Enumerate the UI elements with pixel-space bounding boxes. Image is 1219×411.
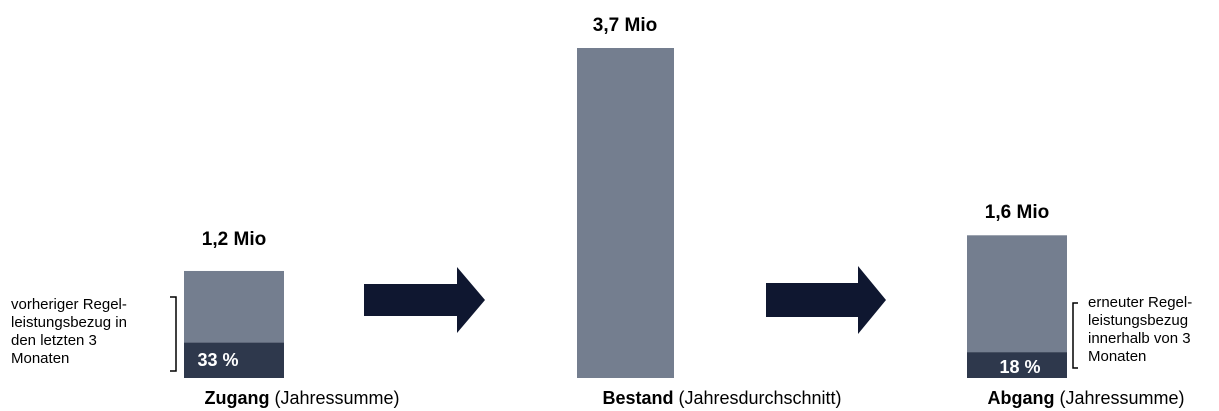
- arrow-right-icon: [364, 267, 485, 333]
- value-label-zugang: 1,2 Mio: [202, 229, 266, 250]
- category-label-abgang: Abgang (Jahressumme): [987, 388, 1184, 408]
- bar-zugang-segment: [184, 342, 284, 378]
- annotation-line: leistungsbezug: [1088, 312, 1189, 329]
- bar-abgang-segment: [967, 352, 1067, 378]
- bracket-left: [170, 296, 177, 372]
- annotation-right: erneuter Regel- leistungsbezug innerhalb…: [1088, 294, 1216, 366]
- category-suffix: (Jahressumme): [1054, 388, 1184, 408]
- annotation-line: innerhalb von 3: [1088, 330, 1191, 347]
- category-name: Bestand: [602, 388, 673, 408]
- annotation-line: Monaten: [1088, 348, 1147, 365]
- annotation-line: erneuter Regel-: [1088, 294, 1193, 311]
- bar-bestand: [577, 48, 674, 378]
- category-label-zugang: Zugang (Jahressumme): [204, 388, 399, 408]
- category-suffix: (Jahresdurchschnitt): [673, 388, 841, 408]
- category-name: Abgang: [987, 388, 1054, 408]
- annotation-line: vorheriger Regel-: [11, 296, 127, 313]
- annotation-line: Monaten: [11, 350, 70, 367]
- segment-label-zugang: 33 %: [197, 350, 238, 370]
- category-name: Zugang: [204, 388, 269, 408]
- bracket-right: [1072, 302, 1078, 369]
- category-suffix: (Jahressumme): [269, 388, 399, 408]
- segment-label-abgang: 18 %: [999, 357, 1040, 377]
- category-label-bestand: Bestand (Jahresdurchschnitt): [602, 388, 841, 408]
- annotation-line: den letzten 3: [11, 332, 97, 349]
- annotation-line: leistungsbezug in: [11, 314, 127, 331]
- value-label-bestand: 3,7 Mio: [593, 15, 657, 36]
- arrow-right-icon: [766, 266, 886, 334]
- value-label-abgang: 1,6 Mio: [985, 202, 1049, 223]
- annotation-left: vorheriger Regel- leistungsbezug in den …: [11, 296, 171, 368]
